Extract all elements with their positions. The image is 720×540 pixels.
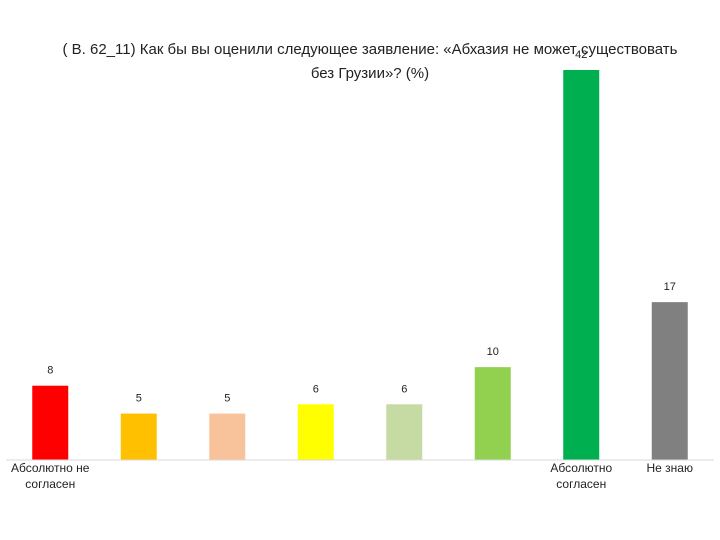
value-label-1: 8: [47, 365, 53, 377]
bar-7: [563, 70, 600, 460]
bar-1: [32, 385, 69, 460]
category-label-8: Не знаю: [647, 461, 693, 475]
value-label-4: 6: [313, 383, 319, 395]
bar-4: [297, 404, 334, 460]
category-label-1: Абсолютно не согласен: [11, 461, 90, 491]
chart-title: ( В. 62_11) Как бы вы оценили следующее …: [62, 41, 678, 82]
bar-3: [209, 413, 246, 460]
value-label-7: 42: [575, 49, 587, 61]
value-label-8: 17: [664, 281, 676, 293]
value-label-5: 6: [401, 383, 407, 395]
bar-2: [120, 413, 157, 460]
category-label-7: Абсолютно согласен: [550, 461, 612, 491]
value-label-3: 5: [224, 393, 230, 405]
value-label-2: 5: [136, 393, 142, 405]
bar-5: [386, 404, 423, 460]
bar-6: [474, 367, 511, 460]
bar-8: [651, 302, 688, 460]
value-label-6: 10: [487, 346, 499, 358]
